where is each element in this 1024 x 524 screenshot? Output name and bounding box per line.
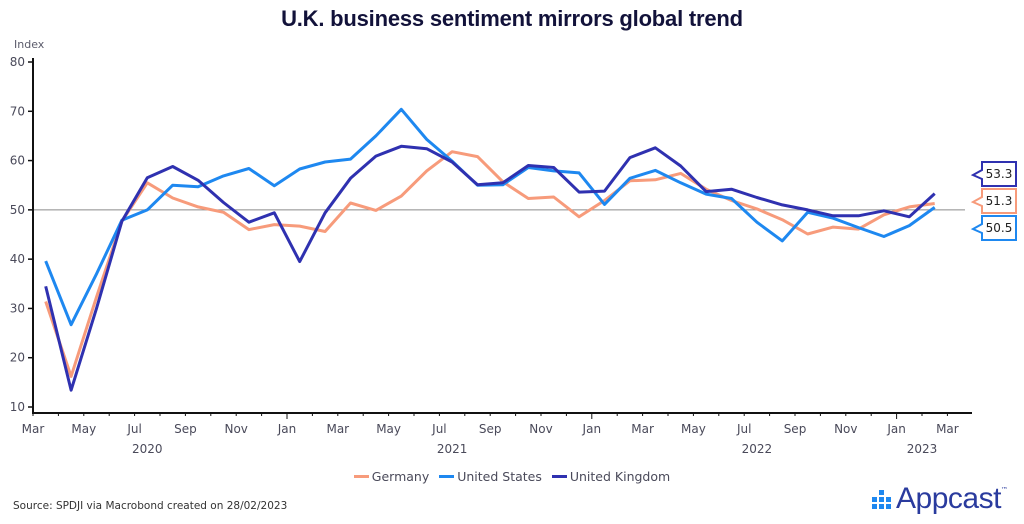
- end-label-box-united-states: [970, 215, 1017, 241]
- x-year-label: 2021: [437, 442, 468, 456]
- x-tick-label: May: [71, 422, 96, 436]
- y-tick-label: 30: [10, 301, 25, 315]
- x-tick-label: Jul: [431, 422, 446, 436]
- logo-text: Appcast: [896, 482, 1001, 515]
- x-tick-label: Mar: [936, 422, 959, 436]
- x-year-label: 2020: [132, 442, 163, 456]
- y-axis: 10 20 30 40 50 60 70 80: [10, 55, 33, 414]
- y-tick-label: 80: [10, 55, 25, 69]
- x-tick-label: Nov: [529, 422, 552, 436]
- end-label-box-united-kingdom: [970, 161, 1017, 187]
- end-label-value-united-states: 50.5: [986, 221, 1013, 235]
- legend-label-germany: Germany: [371, 469, 430, 484]
- x-tick-label: Jan: [277, 422, 297, 436]
- end-label-value-germany: 51.3: [986, 194, 1013, 208]
- end-value-labels: 51.3 50.5 53.3: [970, 161, 1017, 241]
- line-chart: Index 10 20 30 40 50 60 70 80 Mar May Jul Sep Nov Ja…: [10, 38, 1017, 456]
- x-year-label: 2022: [742, 442, 773, 456]
- y-tick-label: 20: [10, 351, 25, 365]
- x-tick-label: Jan: [582, 422, 602, 436]
- x-tick-label: Nov: [224, 422, 247, 436]
- y-tick-label: 70: [10, 104, 25, 118]
- series-layer: [44, 107, 936, 392]
- y-tick-label: 10: [10, 400, 25, 414]
- end-label-box-germany: [970, 188, 1017, 214]
- logo-dots-icon: [872, 489, 891, 509]
- x-tick-label: Nov: [834, 422, 857, 436]
- y-axis-label: Index: [14, 38, 45, 51]
- x-tick-label: Sep: [784, 422, 807, 436]
- x-tick-label: Jul: [126, 422, 141, 436]
- legend: Germany United States United Kingdom: [0, 466, 1024, 484]
- series-line-germany: [44, 150, 935, 378]
- y-tick-label: 60: [10, 154, 25, 168]
- legend-swatch-united-states: [439, 475, 455, 478]
- x-tick-label: Mar: [326, 422, 349, 436]
- end-label-united-states: 50.5: [970, 215, 1017, 241]
- x-year-label: 2023: [907, 442, 938, 456]
- x-axis: Mar May Jul Sep Nov Jan Mar May Jul Sep Nov Jan Mar M…: [22, 413, 959, 456]
- logo-trademark: ™: [1000, 486, 1008, 494]
- legend-swatch-united-kingdom: [551, 475, 567, 478]
- x-tick-label: Jul: [736, 422, 751, 436]
- series-line-united-kingdom: [44, 144, 936, 392]
- legend-item-germany: Germany: [353, 469, 430, 484]
- x-tick-label: Sep: [174, 422, 197, 436]
- x-tick-label: Sep: [479, 422, 502, 436]
- x-tick-label: May: [681, 422, 706, 436]
- series-line-united-states: [44, 107, 936, 327]
- y-tick-label: 40: [10, 252, 25, 266]
- legend-item-united-states: United States: [439, 469, 542, 484]
- x-tick-label: May: [376, 422, 401, 436]
- legend-swatch-germany: [353, 475, 369, 478]
- appcast-logo: Appcast ™: [872, 482, 1008, 516]
- legend-label-united-kingdom: United Kingdom: [569, 469, 671, 484]
- x-tick-label: Mar: [22, 422, 45, 436]
- x-tick-label: Mar: [631, 422, 654, 436]
- y-tick-label: 50: [10, 203, 25, 217]
- chart-title: U.K. business sentiment mirrors global t…: [281, 6, 743, 31]
- end-label-germany: 51.3: [970, 188, 1017, 214]
- end-label-value-united-kingdom: 53.3: [986, 167, 1013, 181]
- x-tick-label: Jan: [886, 422, 906, 436]
- legend-item-united-kingdom: United Kingdom: [551, 469, 671, 484]
- end-label-united-kingdom: 53.3: [970, 161, 1017, 187]
- source-note: Source: SPDJI via Macrobond created on 2…: [13, 500, 288, 512]
- legend-label-united-states: United States: [457, 469, 542, 484]
